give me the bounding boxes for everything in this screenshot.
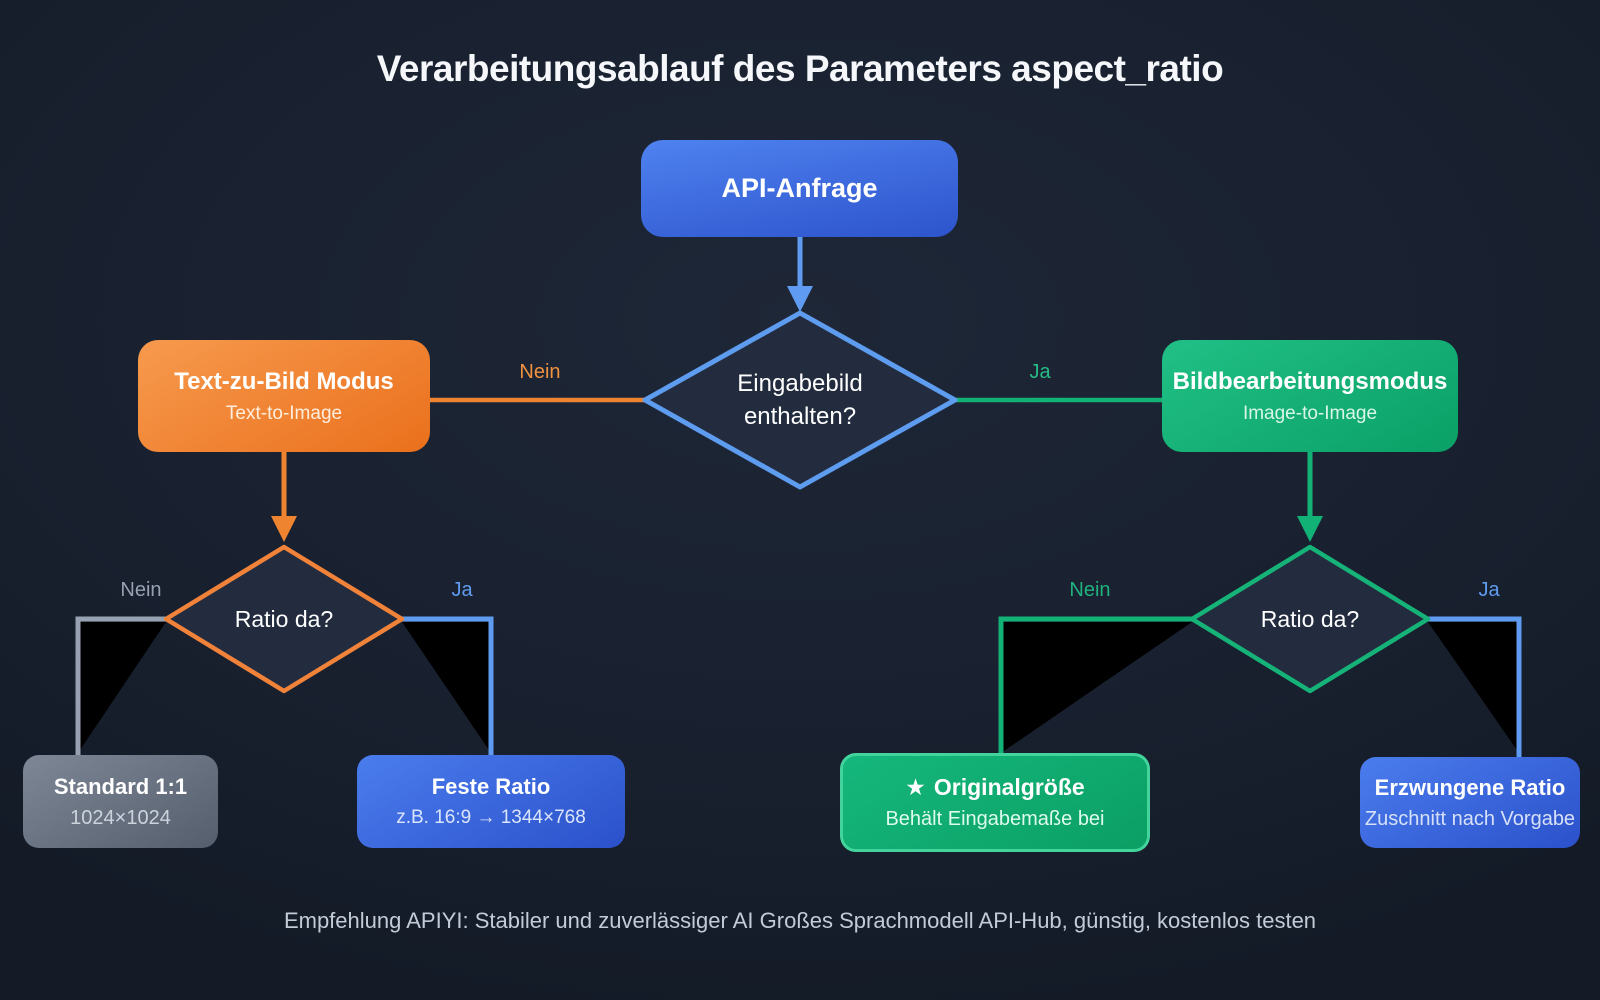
edge-label-text-yes: Ja bbox=[451, 579, 473, 601]
node-image-mode: Bildbearbeitungsmodus Image-to-Image bbox=[1162, 340, 1458, 452]
node-title: ★ Originalgröße bbox=[905, 774, 1084, 801]
wedge-shape bbox=[78, 622, 166, 753]
node-standard-1-1: Standard 1:1 1024×1024 bbox=[23, 755, 218, 848]
edge-label-main-yes: Ja bbox=[1029, 361, 1051, 383]
decision-line: enthalten? bbox=[743, 403, 857, 430]
edge-image-yes bbox=[1428, 616, 1522, 757]
edge-label-text-no: Nein bbox=[120, 579, 162, 601]
node-subtitle: Zuschnitt nach Vorgabe bbox=[1364, 807, 1576, 830]
node-subtitle: Image-to-Image bbox=[1242, 402, 1378, 424]
edge-label-image-no: Nein bbox=[1069, 579, 1111, 601]
node-title: Erzwungene Ratio bbox=[1374, 774, 1566, 800]
node-title-text: Originalgröße bbox=[933, 774, 1085, 800]
wedge-shape bbox=[1428, 622, 1519, 753]
node-title: Text-zu-Bild Modus bbox=[174, 367, 394, 395]
node-fixed-ratio: Feste Ratio z.B. 16:9 → 1344×768 bbox=[357, 755, 625, 848]
arrowhead-icon bbox=[1297, 516, 1323, 542]
edge-image-no bbox=[998, 616, 1192, 757]
main-decision-label: Eingabebild enthalten? bbox=[645, 313, 955, 487]
arrowhead-icon bbox=[787, 286, 813, 312]
edge-text-no bbox=[75, 616, 166, 757]
node-title: Feste Ratio bbox=[431, 774, 551, 799]
node-title: API-Anfrage bbox=[721, 173, 878, 203]
star-icon: ★ bbox=[905, 774, 926, 800]
node-text-mode: Text-zu-Bild Modus Text-to-Image bbox=[138, 340, 430, 452]
node-subtitle: z.B. 16:9 → 1344×768 bbox=[396, 807, 586, 828]
edge-text-yes bbox=[402, 616, 494, 757]
node-subtitle: 1024×1024 bbox=[70, 806, 171, 829]
node-title: Standard 1:1 bbox=[53, 773, 188, 799]
node-title: Bildbearbeitungsmodus bbox=[1172, 367, 1448, 395]
decision-line: Ratio da? bbox=[1260, 605, 1360, 632]
edge-label-image-yes: Ja bbox=[1478, 579, 1500, 601]
wedge-shape bbox=[402, 622, 491, 753]
footer-recommendation: Empfehlung APIYI: Stabiler und zuverläss… bbox=[283, 908, 1317, 933]
edge-label-main-no: Nein bbox=[519, 361, 561, 383]
image-ratio-diamond bbox=[1189, 544, 1431, 694]
text-ratio-diamond bbox=[163, 544, 405, 694]
node-subtitle: Behält Eingabemaße bei bbox=[885, 808, 1105, 830]
image-ratio-label: Ratio da? bbox=[1192, 547, 1428, 691]
decision-line: Eingabebild bbox=[737, 370, 863, 397]
page-title: Verarbeitungsablauf des Parameters aspec… bbox=[376, 48, 1224, 89]
text-ratio-label: Ratio da? bbox=[166, 547, 402, 691]
node-original-size: ★ Originalgröße Behält Eingabemaße bei bbox=[840, 753, 1150, 852]
main-decision-diamond bbox=[642, 310, 958, 490]
node-api-request: API-Anfrage bbox=[641, 140, 958, 237]
node-forced-ratio: Erzwungene Ratio Zuschnitt nach Vorgabe bbox=[1360, 757, 1580, 848]
node-subtitle: Text-to-Image bbox=[225, 402, 343, 424]
decision-line: Ratio da? bbox=[234, 605, 334, 632]
wedge-shape bbox=[1001, 622, 1192, 753]
arrowhead-icon bbox=[271, 516, 297, 542]
